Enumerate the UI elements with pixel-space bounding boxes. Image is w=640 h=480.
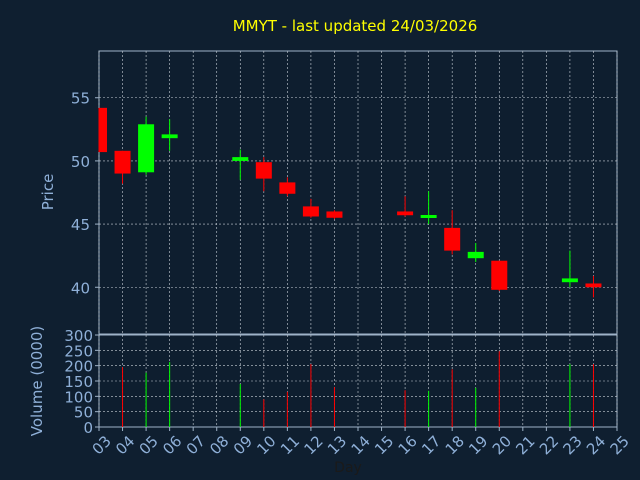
x-tick-label: 20 [489,432,515,458]
candle-12 [302,198,319,218]
candle-11 [279,177,296,197]
x-tick-label: 12 [300,432,326,458]
x-tick-label: 11 [277,432,303,458]
price-tick-label: 55 [71,90,90,108]
candle-body [444,227,461,251]
candle-body [161,134,178,139]
volume-tick-label: 150 [64,373,93,391]
x-tick-label: 22 [536,432,562,458]
volume-bars [122,351,594,427]
x-tick-label: 25 [607,432,633,458]
candle-19 [467,243,484,262]
volume-tick-label: 0 [83,419,93,437]
candle-body [302,206,319,217]
candle-13 [326,210,343,220]
candle-03 [98,107,107,153]
candle-09 [232,149,249,180]
x-tick-label: 09 [230,432,256,458]
candle-body [561,278,578,283]
x-tick-label: 21 [512,432,538,458]
candle-05 [138,116,155,175]
x-tick-label: 14 [348,432,374,458]
candle-23 [561,250,578,288]
candle-body [114,150,131,174]
x-tick-label: 15 [371,432,397,458]
candles [98,107,602,298]
candle-16 [397,196,414,217]
candle-body [279,182,296,194]
candle-24 [585,275,602,298]
x-tick-label: 19 [465,432,491,458]
candle-body [467,251,484,259]
candle-body [255,162,272,179]
volume-tick-label: 100 [64,388,93,406]
candle-04 [114,150,131,184]
x-tick-label: 16 [395,432,421,458]
chart-title: MMYT - last updated 24/03/2026 [233,17,478,35]
price-tick-label: 50 [71,153,90,171]
candle-10 [255,157,272,192]
x-tick-label: 04 [112,432,138,458]
candle-17 [420,191,437,225]
x-tick-label: 17 [418,432,444,458]
x-axis-label: Day [334,460,362,476]
volume-axis-label: Volume (0000) [28,326,46,436]
candle-body [138,124,155,173]
price-tick-label: 40 [71,279,90,297]
x-tick-label: 05 [136,432,162,458]
volume-tick-label: 300 [64,327,93,345]
x-tick-label: 08 [206,432,232,458]
x-tick-label: 13 [324,432,350,458]
price-axis-label: Price [39,174,57,211]
x-ticks: 0304050607080910111213141516171819202122… [89,427,633,458]
candle-body [397,211,414,216]
x-tick-label: 06 [159,432,185,458]
x-tick-label: 18 [442,432,468,458]
candle-18 [444,210,461,255]
price-y-ticks: 40 45 50 55 [71,90,99,297]
volume-tick-label: 50 [74,404,93,422]
volume-tick-label: 250 [64,342,93,360]
candle-body [232,157,249,161]
candle-body [491,260,508,290]
candle-body [99,107,107,153]
candle-body [420,215,437,219]
x-tick-label: 23 [559,432,585,458]
price-tick-label: 45 [71,216,90,234]
candle-body [585,283,602,288]
candle-20 [491,260,508,292]
x-tick-label: 24 [583,432,609,458]
candle-06 [161,119,178,151]
candle-body [326,211,343,218]
volume-tick-label: 200 [64,358,93,376]
x-tick-label: 10 [253,432,279,458]
x-tick-label: 07 [183,432,209,458]
